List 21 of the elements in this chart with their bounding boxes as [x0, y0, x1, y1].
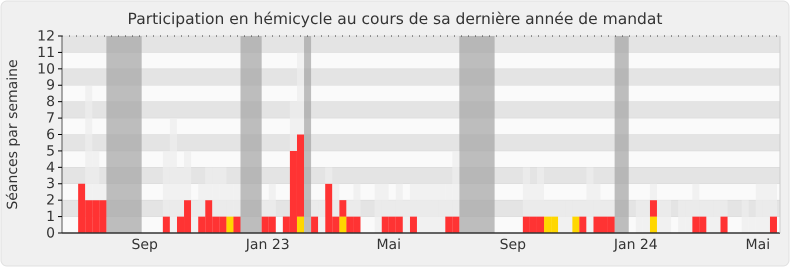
y-axis-title: Séances par semaine: [5, 59, 21, 210]
x-tick-label: Jan 23: [244, 236, 290, 253]
y-tick-label: 12: [37, 28, 55, 44]
x-tick-label: Mai: [746, 236, 770, 253]
y-tick-label: 0: [46, 225, 55, 242]
y-tick-label: 7: [46, 110, 55, 127]
chart-title: Participation en hémicycle au cours de sa dernière année de mandat: [128, 10, 662, 28]
y-tick-label: 5: [46, 143, 55, 160]
y-tick-label: 1: [46, 209, 55, 226]
y-tick-label: 9: [46, 78, 55, 94]
y-tick-label: 2: [46, 192, 55, 209]
y-tick-label: 10: [37, 61, 55, 78]
y-tick-label: 11: [37, 44, 55, 61]
x-tick-label: Mai: [376, 236, 402, 253]
y-tick-label: 4: [46, 160, 56, 176]
y-tick-label: 3: [46, 176, 55, 192]
x-tick-label: Jan 24: [612, 236, 658, 253]
x-tick-label: Sep: [131, 236, 158, 253]
y-tick-label: 6: [46, 126, 56, 143]
y-tick-label: 8: [46, 94, 55, 110]
x-tick-label: Sep: [500, 236, 526, 253]
